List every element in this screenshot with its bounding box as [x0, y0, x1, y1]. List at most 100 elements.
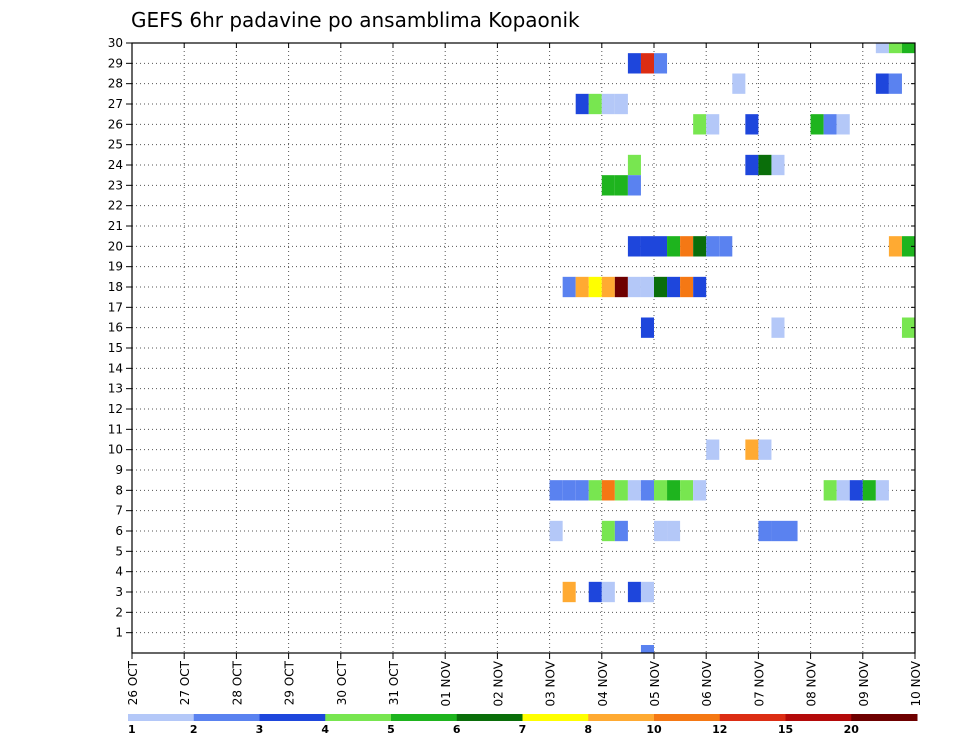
heatmap-cell [758, 439, 772, 460]
heatmap-cell [680, 480, 694, 501]
y-tick-label: 11 [108, 422, 123, 436]
x-tick-label: 08 NOV [805, 660, 819, 706]
heatmap-cell [823, 114, 837, 135]
heatmap-cell [901, 317, 915, 338]
heatmap-cell [693, 276, 707, 298]
y-tick-label: 29 [108, 56, 123, 70]
legend-swatch [522, 714, 589, 721]
heatmap-cells [549, 43, 915, 653]
heatmap-cell [654, 236, 668, 257]
x-tick-label: 10 NOV [909, 660, 923, 706]
heatmap-cell [758, 154, 772, 176]
heatmap-cell [693, 114, 707, 135]
y-tick-label: 15 [108, 341, 123, 355]
x-axis: 26 OCT 27 OCT 28 OCT 29 OCT 30 OCT 31 OCT 01 N… [126, 43, 923, 707]
legend-swatch [851, 714, 918, 721]
heatmap-cell [667, 236, 681, 257]
heatmap-cell [667, 520, 681, 542]
heatmap-cell [862, 480, 876, 501]
heatmap-cell [771, 520, 785, 542]
heatmap-cell [627, 276, 641, 298]
heatmap-cell [836, 480, 850, 501]
y-tick-label: 2 [115, 605, 123, 619]
y-tick-label: 21 [108, 219, 123, 233]
x-tick-label: 04 NOV [596, 660, 610, 706]
heatmap-cell [575, 93, 589, 115]
heatmap-cell [693, 480, 707, 501]
legend-label: 2 [190, 723, 198, 736]
heatmap-cell [601, 480, 615, 501]
heatmap-cell [901, 236, 915, 257]
x-tick-label: 06 NOV [700, 660, 714, 706]
x-tick-label: 30 OCT [335, 660, 349, 705]
heatmap-cell [823, 480, 837, 501]
heatmap-cell [745, 114, 759, 135]
y-tick-label: 1 [115, 626, 123, 640]
heatmap-cell [693, 236, 707, 257]
legend-label: 15 [778, 723, 793, 736]
y-tick-label: 14 [108, 361, 123, 375]
heatmap-cell [562, 581, 576, 603]
heatmap-cell [771, 154, 785, 176]
x-tick-label: 29 OCT [283, 660, 297, 705]
heatmap-cell [640, 645, 654, 653]
heatmap-cell [627, 53, 641, 74]
x-tick-label: 26 OCT [126, 660, 140, 705]
legend-label: 7 [519, 723, 527, 736]
heatmap-cell [549, 520, 563, 542]
y-tick-label: 20 [108, 239, 123, 253]
heatmap-cell [601, 93, 615, 115]
heatmap-cell [784, 520, 798, 542]
heatmap-cell [654, 53, 668, 74]
y-tick-label: 27 [108, 97, 123, 111]
heatmap-cell [875, 43, 889, 54]
y-tick-label: 23 [108, 178, 123, 192]
heatmap-cell [640, 581, 654, 603]
heatmap-cell [771, 317, 785, 338]
x-tick-label: 07 NOV [752, 660, 766, 706]
heatmap-cell [627, 236, 641, 257]
y-tick-label: 6 [115, 524, 123, 538]
x-tick-label: 31 OCT [387, 660, 401, 705]
heatmap-cell [888, 73, 902, 94]
y-tick-label: 22 [108, 199, 123, 213]
heatmap-cell [745, 154, 759, 176]
y-tick-label: 9 [115, 463, 123, 477]
legend-label: 20 [844, 723, 860, 736]
heatmap-cell [588, 581, 602, 603]
heatmap-cell [745, 439, 759, 460]
x-tick-label: 03 NOV [544, 660, 558, 706]
heatmap-cell [588, 276, 602, 298]
plot-frame [131, 42, 916, 654]
color-legend: 1 2 3 4 5 6 7 8 10 12 15 20 [128, 714, 918, 736]
heatmap-cell [640, 276, 654, 298]
y-tick-label: 17 [108, 300, 123, 314]
heatmap-cell [614, 93, 628, 115]
y-tick-label: 26 [108, 117, 123, 131]
heatmap-cell [562, 480, 576, 501]
heatmap-cell [680, 276, 694, 298]
legend-swatch [456, 714, 523, 721]
y-tick-label: 12 [108, 402, 123, 416]
heatmap-cell [614, 276, 628, 298]
legend-swatch [785, 714, 852, 721]
y-tick-label: 3 [115, 585, 123, 599]
heatmap-cell [601, 581, 615, 603]
y-tick-label: 5 [115, 544, 123, 558]
legend-swatch [128, 714, 195, 721]
heatmap-cell [601, 520, 615, 542]
y-tick-label: 13 [108, 382, 123, 396]
y-tick-label: 18 [108, 280, 123, 294]
y-tick-label: 16 [108, 321, 123, 335]
heatmap-cell [614, 175, 628, 196]
y-tick-label: 28 [108, 77, 123, 91]
x-tick-label: 09 NOV [857, 660, 871, 706]
legend-label: 5 [387, 723, 395, 736]
heatmap-cell [667, 480, 681, 501]
legend-label: 10 [646, 723, 662, 736]
x-tick-label: 02 NOV [491, 660, 505, 706]
heatmap-cell [680, 236, 694, 257]
legend-label: 1 [128, 723, 136, 736]
heatmap-cell [706, 236, 720, 257]
heatmap-cell [719, 236, 733, 257]
